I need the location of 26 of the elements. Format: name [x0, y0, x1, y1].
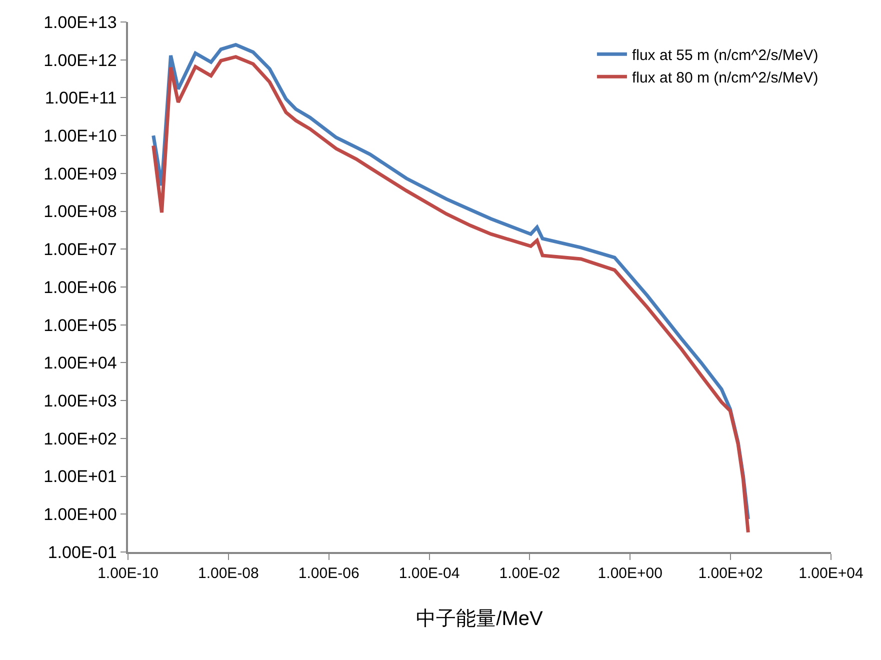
- y-tick-label: 1.00E-01: [48, 542, 117, 562]
- y-tick-label: 1.00E+06: [44, 278, 117, 297]
- y-tick-label: 1.00E+07: [44, 240, 117, 260]
- x-tick-label: 1.00E+04: [798, 564, 864, 582]
- y-tick-label: 1.00E+12: [44, 50, 117, 70]
- y-tick-label: 1.00E+01: [44, 467, 117, 486]
- legend-label: flux at 80 m (n/cm^2/s/MeV): [632, 70, 818, 86]
- x-tick-label: 1.00E-10: [98, 564, 158, 582]
- y-tick-label: 1.00E+08: [44, 202, 117, 222]
- y-tick-label: 1.00E+09: [44, 164, 117, 184]
- y-tick-label: 1.00E+05: [44, 316, 117, 335]
- x-tick-label: 1.00E-08: [198, 564, 259, 582]
- y-tick-label: 1.00E+11: [44, 88, 117, 108]
- x-tick-label: 1.00E-06: [298, 564, 360, 582]
- x-tick-label: 1.00E-02: [499, 564, 560, 582]
- x-tick-label: 1.00E-04: [398, 564, 460, 582]
- x-tick-label: 1.00E+00: [598, 564, 662, 582]
- y-tick-label: 1.00E+04: [44, 354, 117, 373]
- y-tick-label: 1.00E+03: [44, 392, 117, 411]
- legend-label: flux at 55 m (n/cm^2/s/MeV): [632, 47, 818, 64]
- y-tick-label: 1.00E+00: [44, 505, 117, 524]
- x-axis-title: 中子能量/MeV: [416, 608, 544, 630]
- y-tick-label: 1.00E+10: [44, 126, 117, 146]
- y-tick-label: 1.00E+02: [44, 429, 117, 448]
- x-tick-label: 1.00E+02: [698, 564, 763, 582]
- y-tick-label: 1.00E+13: [44, 12, 117, 32]
